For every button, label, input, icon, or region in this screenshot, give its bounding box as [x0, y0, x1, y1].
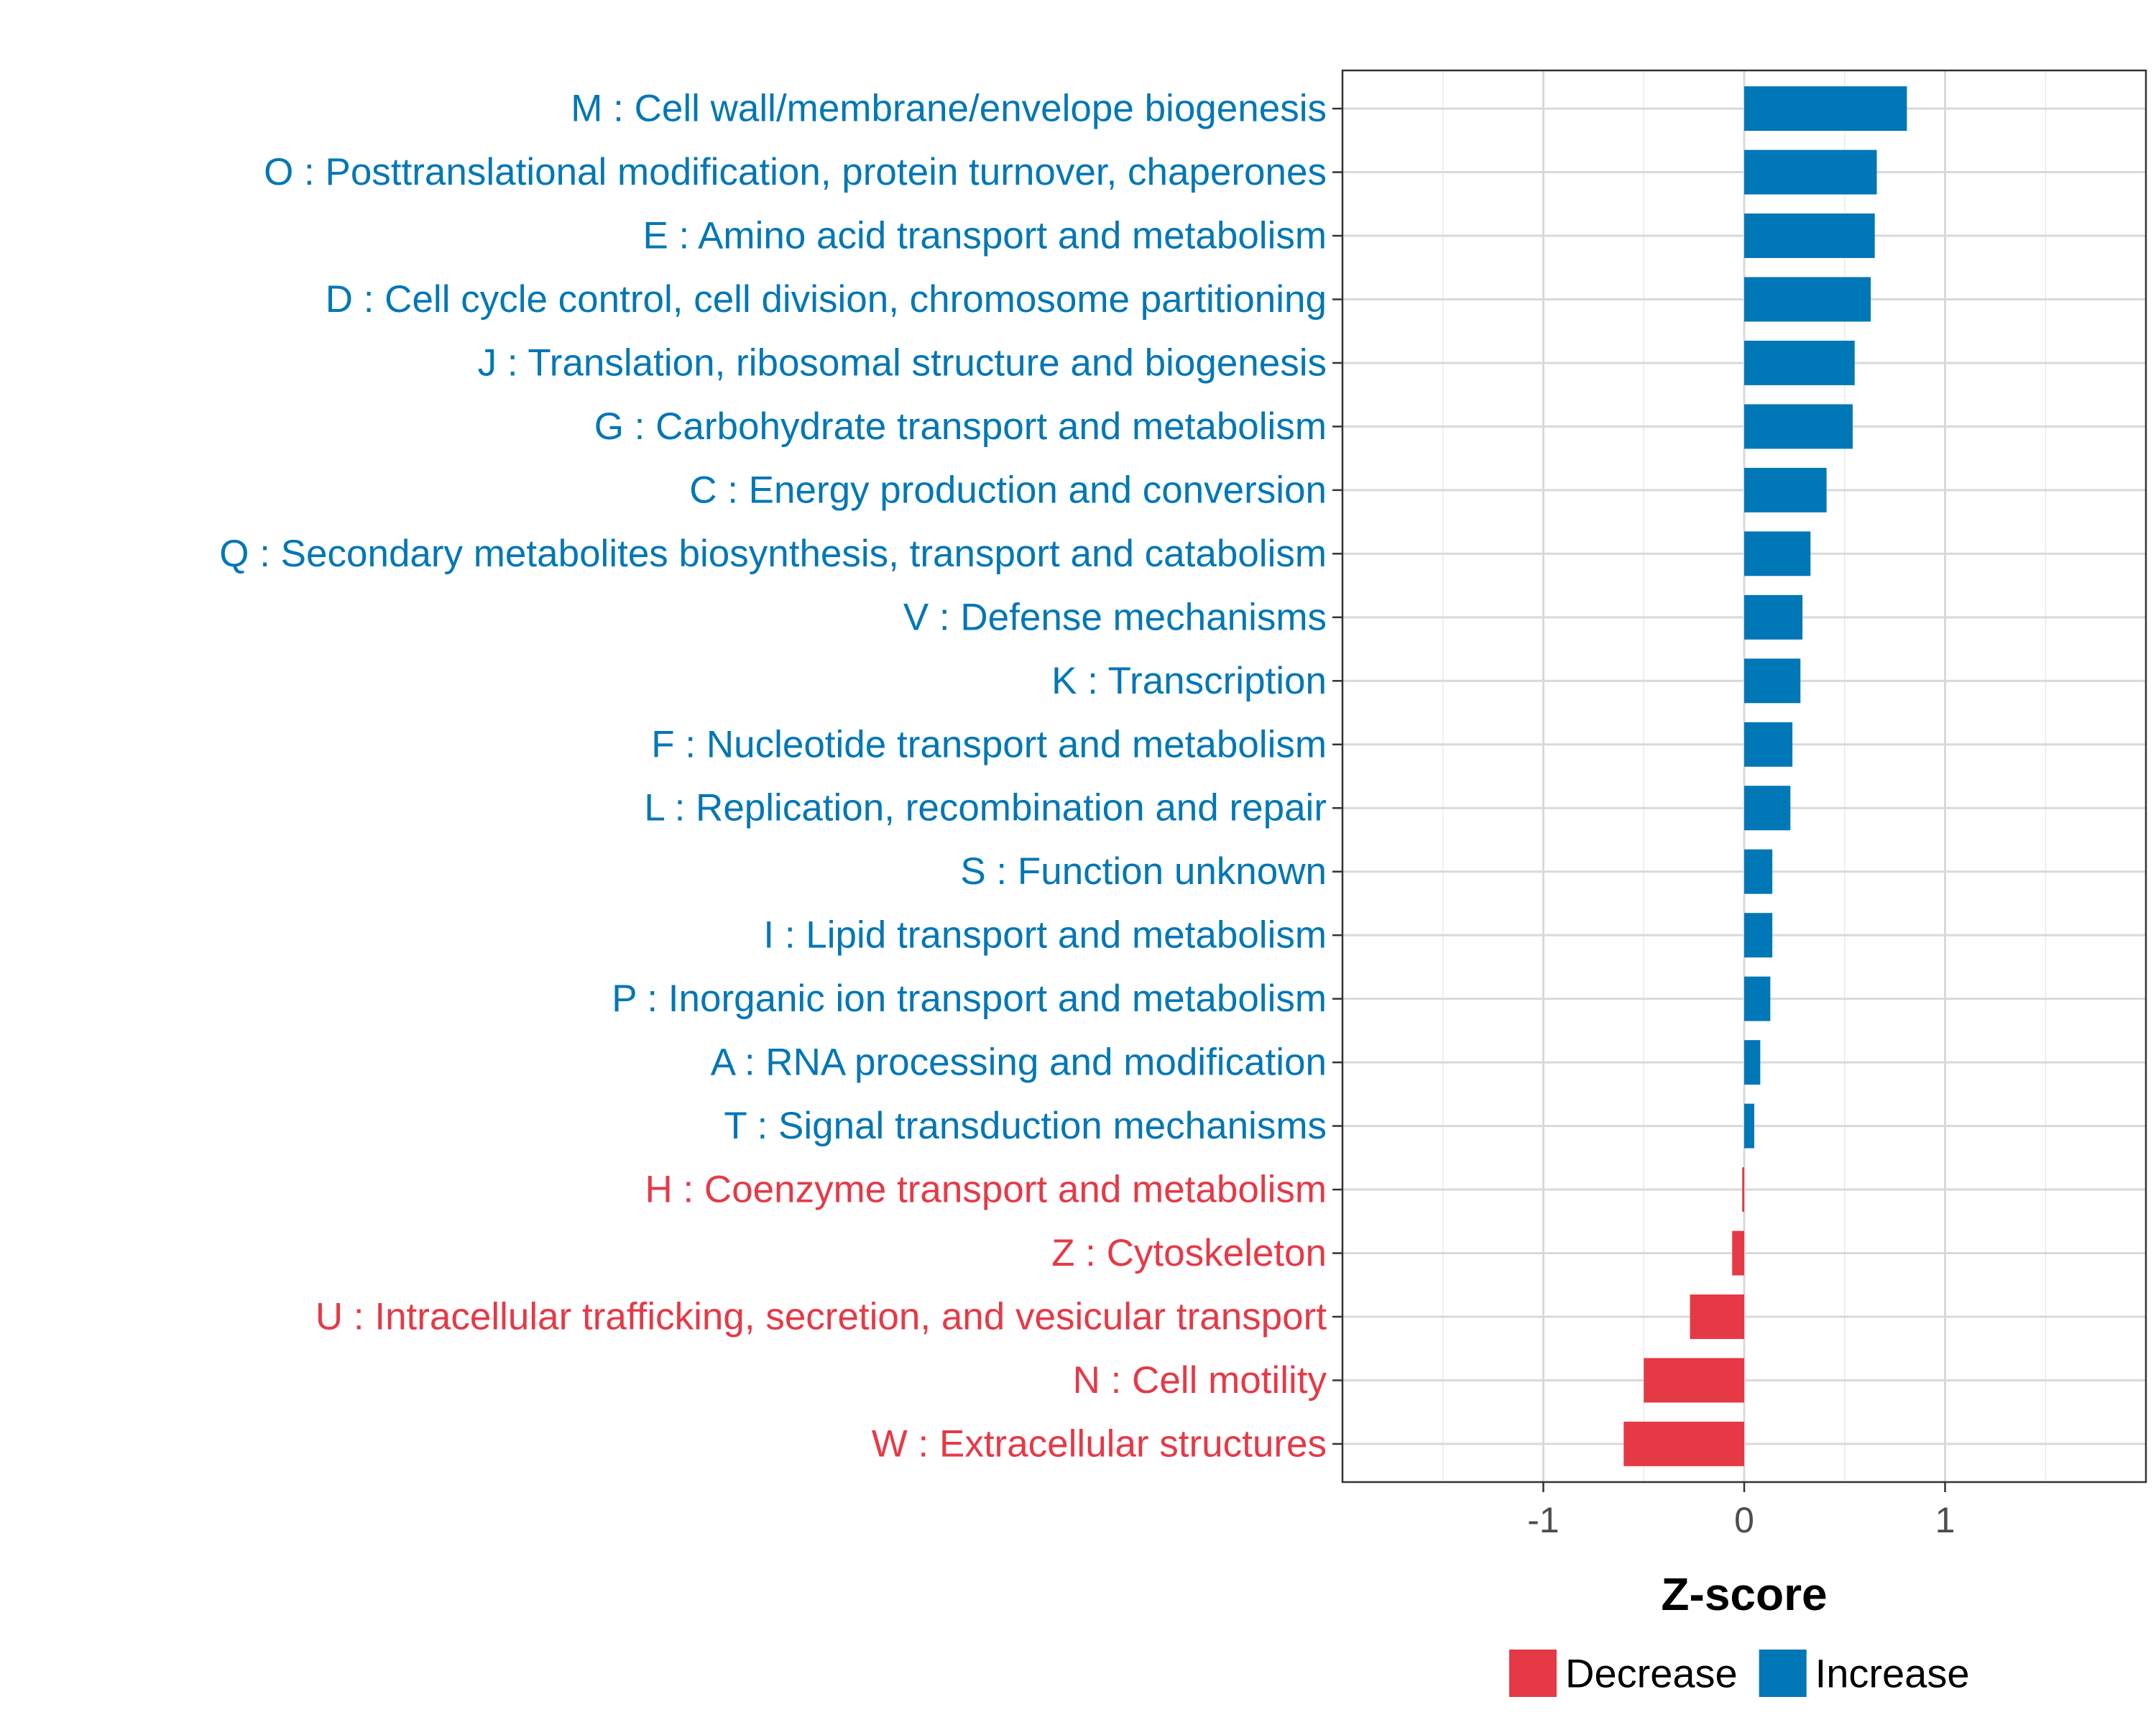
y-tick-label: Q : Secondary metabolites biosynthesis, … [219, 533, 1327, 575]
bar [1744, 340, 1855, 385]
bar [1744, 976, 1771, 1021]
x-tick-label: 0 [1734, 1500, 1754, 1540]
bar [1644, 1358, 1744, 1403]
bar [1732, 1230, 1744, 1276]
y-tick-label: F : Nucleotide transport and metabolism [651, 723, 1327, 765]
y-tick-label: J : Translation, ribosomal structure and… [478, 341, 1327, 384]
y-tick-label: L : Replication, recombination and repai… [644, 787, 1327, 829]
y-tick-label: O : Posttranslational modification, prot… [264, 151, 1327, 193]
bar [1744, 86, 1907, 132]
y-tick-label: M : Cell wall/membrane/envelope biogenes… [571, 88, 1327, 130]
bar [1744, 1103, 1754, 1149]
bar [1744, 786, 1791, 831]
y-tick-label: S : Function unknown [960, 850, 1327, 893]
bar [1744, 658, 1801, 704]
y-tick-label: P : Inorganic ion transport and metaboli… [612, 978, 1327, 1020]
y-tick-label: I : Lipid transport and metabolism [763, 914, 1327, 957]
bar [1744, 722, 1793, 767]
legend-label-increase: Increase [1815, 1651, 1970, 1696]
bar [1744, 277, 1871, 322]
y-tick-label: W : Extracellular structures [872, 1422, 1327, 1465]
x-axis-title: Z-score [1661, 1568, 1827, 1620]
y-tick-label: K : Transcription [1051, 660, 1327, 702]
legend: Decrease Increase [1509, 1650, 1969, 1697]
bar [1744, 531, 1811, 576]
bar [1742, 1167, 1744, 1213]
y-tick-label: A : RNA processing and modification [711, 1041, 1327, 1084]
x-tick-label: -1 [1527, 1500, 1559, 1540]
y-tick-label: D : Cell cycle control, cell division, c… [326, 278, 1327, 321]
legend-key-increase [1759, 1650, 1807, 1697]
y-tick-label: V : Defense mechanisms [903, 596, 1327, 638]
y-axis: M : Cell wall/membrane/envelope biogenes… [219, 88, 1342, 1465]
y-tick-label: G : Carbohydrate transport and metabolis… [594, 405, 1327, 448]
x-tick-label: 1 [1935, 1500, 1955, 1540]
bar [1744, 467, 1827, 512]
bar [1744, 150, 1877, 195]
x-axis: -1 0 1 [1527, 1482, 1955, 1540]
bar [1744, 913, 1773, 958]
bar [1623, 1421, 1744, 1466]
y-tick-label: N : Cell motility [1073, 1359, 1327, 1402]
y-tick-label: E : Amino acid transport and metabolism [642, 215, 1327, 257]
y-tick-label: H : Coenzyme transport and metabolism [645, 1169, 1327, 1211]
bars [1623, 86, 1907, 1466]
y-tick-label: T : Signal transduction mechanisms [724, 1105, 1327, 1147]
bar [1744, 849, 1773, 894]
bar [1744, 404, 1853, 449]
legend-key-decrease [1509, 1650, 1557, 1697]
bar [1744, 1040, 1761, 1085]
bar [1744, 594, 1803, 640]
y-tick-label: C : Energy production and conversion [689, 469, 1327, 511]
legend-label-decrease: Decrease [1565, 1651, 1738, 1696]
y-tick-label: Z : Cytoskeleton [1051, 1232, 1327, 1274]
bar [1690, 1294, 1744, 1339]
bar [1744, 213, 1875, 258]
y-tick-label: U : Intracellular trafficking, secretion… [315, 1295, 1327, 1338]
